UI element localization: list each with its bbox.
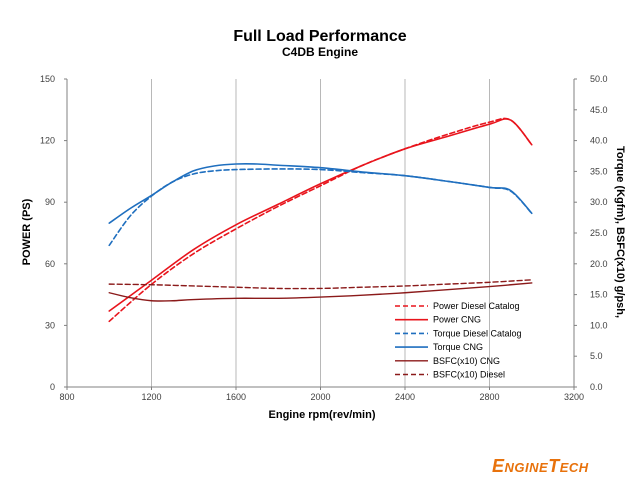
y-tick-150: 150 [40,74,55,84]
x-axis-label: Engine rpm(rev/min) [269,409,376,421]
y2-tick-30.0: 30.0 [590,197,608,207]
x-tick-2000: 2000 [310,392,330,402]
logo-text-ngine: NGINE [504,460,549,475]
y2-tick-45.0: 45.0 [590,105,608,115]
series-line-torque-cng [108,163,533,224]
x-tick-3200: 3200 [564,392,584,402]
x-tick-2400: 2400 [395,392,415,402]
grid-lines [151,79,490,387]
legend-label-power-diesel-catalog: Power Diesel Catalog [433,301,520,311]
y2-tick-0.0: 0.0 [590,382,603,392]
y-axis-label: POWER (PS) [21,198,33,265]
y-tick-0: 0 [50,382,55,392]
series-line-bsfc-x10-cng [108,282,533,302]
legend-label-torque-diesel-catalog: Torque Diesel Catalog [433,328,522,338]
y-tick-90: 90 [45,197,55,207]
y2-tick-15.0: 15.0 [590,290,608,300]
y2-tick-20.0: 20.0 [590,259,608,269]
y2-tick-35.0: 35.0 [590,166,608,176]
legend-label-power-cng: Power CNG [433,315,481,325]
y2-tick-40.0: 40.0 [590,136,608,146]
legend-label-bsfc-x10-cng: BSFC(x10) CNG [433,356,500,366]
logo-letter-e: E [492,456,505,476]
series-line-power-cng [108,118,533,312]
data-series [108,117,533,323]
y2-tick-25.0: 25.0 [590,228,608,238]
legend: Power Diesel Catalog Power CNG Torque Dies… [395,301,522,380]
logo-text-ech: ECH [559,460,589,475]
legend-label-bsfc-x10-diesel: BSFC(x10) Diesel [433,370,505,380]
x-tick-2800: 2800 [479,392,499,402]
tick-labels: 800 1200 1600 2000 2400 2800 3200 0 30 60 90 120 150… [40,74,608,402]
legend-label-torque-cng: Torque CNG [433,342,483,352]
logo-letter-t: T [548,456,560,476]
chart-title: Full Load Performance [233,28,406,45]
series-line-bsfc-x10-diesel [108,279,533,290]
x-tick-800: 800 [59,392,74,402]
axes [64,78,577,390]
x-tick-1600: 1600 [226,392,246,402]
series-line-power-diesel-catalog [108,117,533,323]
y-tick-60: 60 [45,259,55,269]
y-tick-30: 30 [45,320,55,330]
y-tick-120: 120 [40,136,55,146]
y2-tick-10.0: 10.0 [590,320,608,330]
chart-subtitle: C4DB Engine [282,45,358,59]
y2-tick-5.0: 5.0 [590,351,603,361]
y2-axis-label: Torque (Kgfm), BSFC(x10) g/psh, [614,146,626,318]
enginetech-logo: ENGINETECH [492,456,589,477]
y2-tick-50.0: 50.0 [590,74,608,84]
x-tick-1200: 1200 [141,392,161,402]
